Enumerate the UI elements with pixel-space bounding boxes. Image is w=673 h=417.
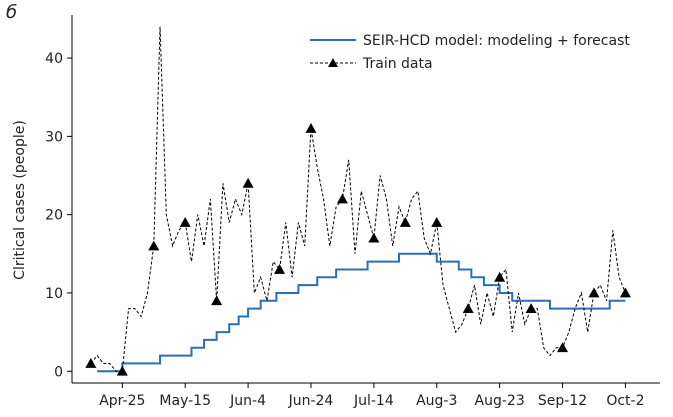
legend-label: Train data bbox=[362, 56, 433, 72]
series-line bbox=[97, 252, 626, 373]
y-tick-label: 40 bbox=[45, 51, 63, 67]
marker bbox=[494, 271, 506, 282]
x-tick-label: Jun-24 bbox=[288, 393, 334, 409]
x-tick-label: Oct-2 bbox=[606, 393, 644, 409]
marker bbox=[211, 295, 223, 306]
x-tick-label: Aug-3 bbox=[416, 393, 457, 409]
marker bbox=[305, 123, 317, 133]
marker bbox=[179, 216, 191, 227]
marker bbox=[431, 216, 443, 227]
marker bbox=[557, 342, 569, 353]
y-tick-label: 20 bbox=[45, 208, 63, 224]
y-tick-label: 30 bbox=[45, 129, 63, 145]
marker bbox=[85, 357, 97, 368]
x-tick-label: Jun-4 bbox=[229, 393, 266, 409]
marker bbox=[462, 303, 474, 314]
series-line bbox=[90, 26, 626, 372]
x-tick-label: Jul-14 bbox=[353, 393, 394, 409]
panel-label: б bbox=[6, 2, 17, 23]
x-tick-label: Sep-12 bbox=[538, 393, 587, 409]
marker bbox=[588, 287, 600, 298]
y-axis-label: Clritical cases (people) bbox=[12, 120, 28, 280]
y-tick-label: 10 bbox=[45, 286, 63, 302]
legend-marker bbox=[328, 58, 338, 67]
marker bbox=[116, 365, 128, 376]
marker bbox=[274, 263, 286, 274]
legend-label: SEIR-HCD model: modeling + forecast bbox=[363, 33, 630, 49]
x-tick-label: May-15 bbox=[159, 393, 211, 409]
marker bbox=[368, 232, 380, 243]
x-tick-label: Aug-23 bbox=[475, 393, 525, 409]
y-tick-label: 0 bbox=[54, 364, 63, 380]
x-tick-label: Apr-25 bbox=[99, 393, 145, 409]
marker bbox=[242, 177, 254, 188]
marker bbox=[399, 216, 411, 227]
marker bbox=[148, 240, 160, 251]
marker bbox=[336, 193, 348, 204]
marker bbox=[619, 287, 631, 298]
marker bbox=[525, 303, 537, 314]
